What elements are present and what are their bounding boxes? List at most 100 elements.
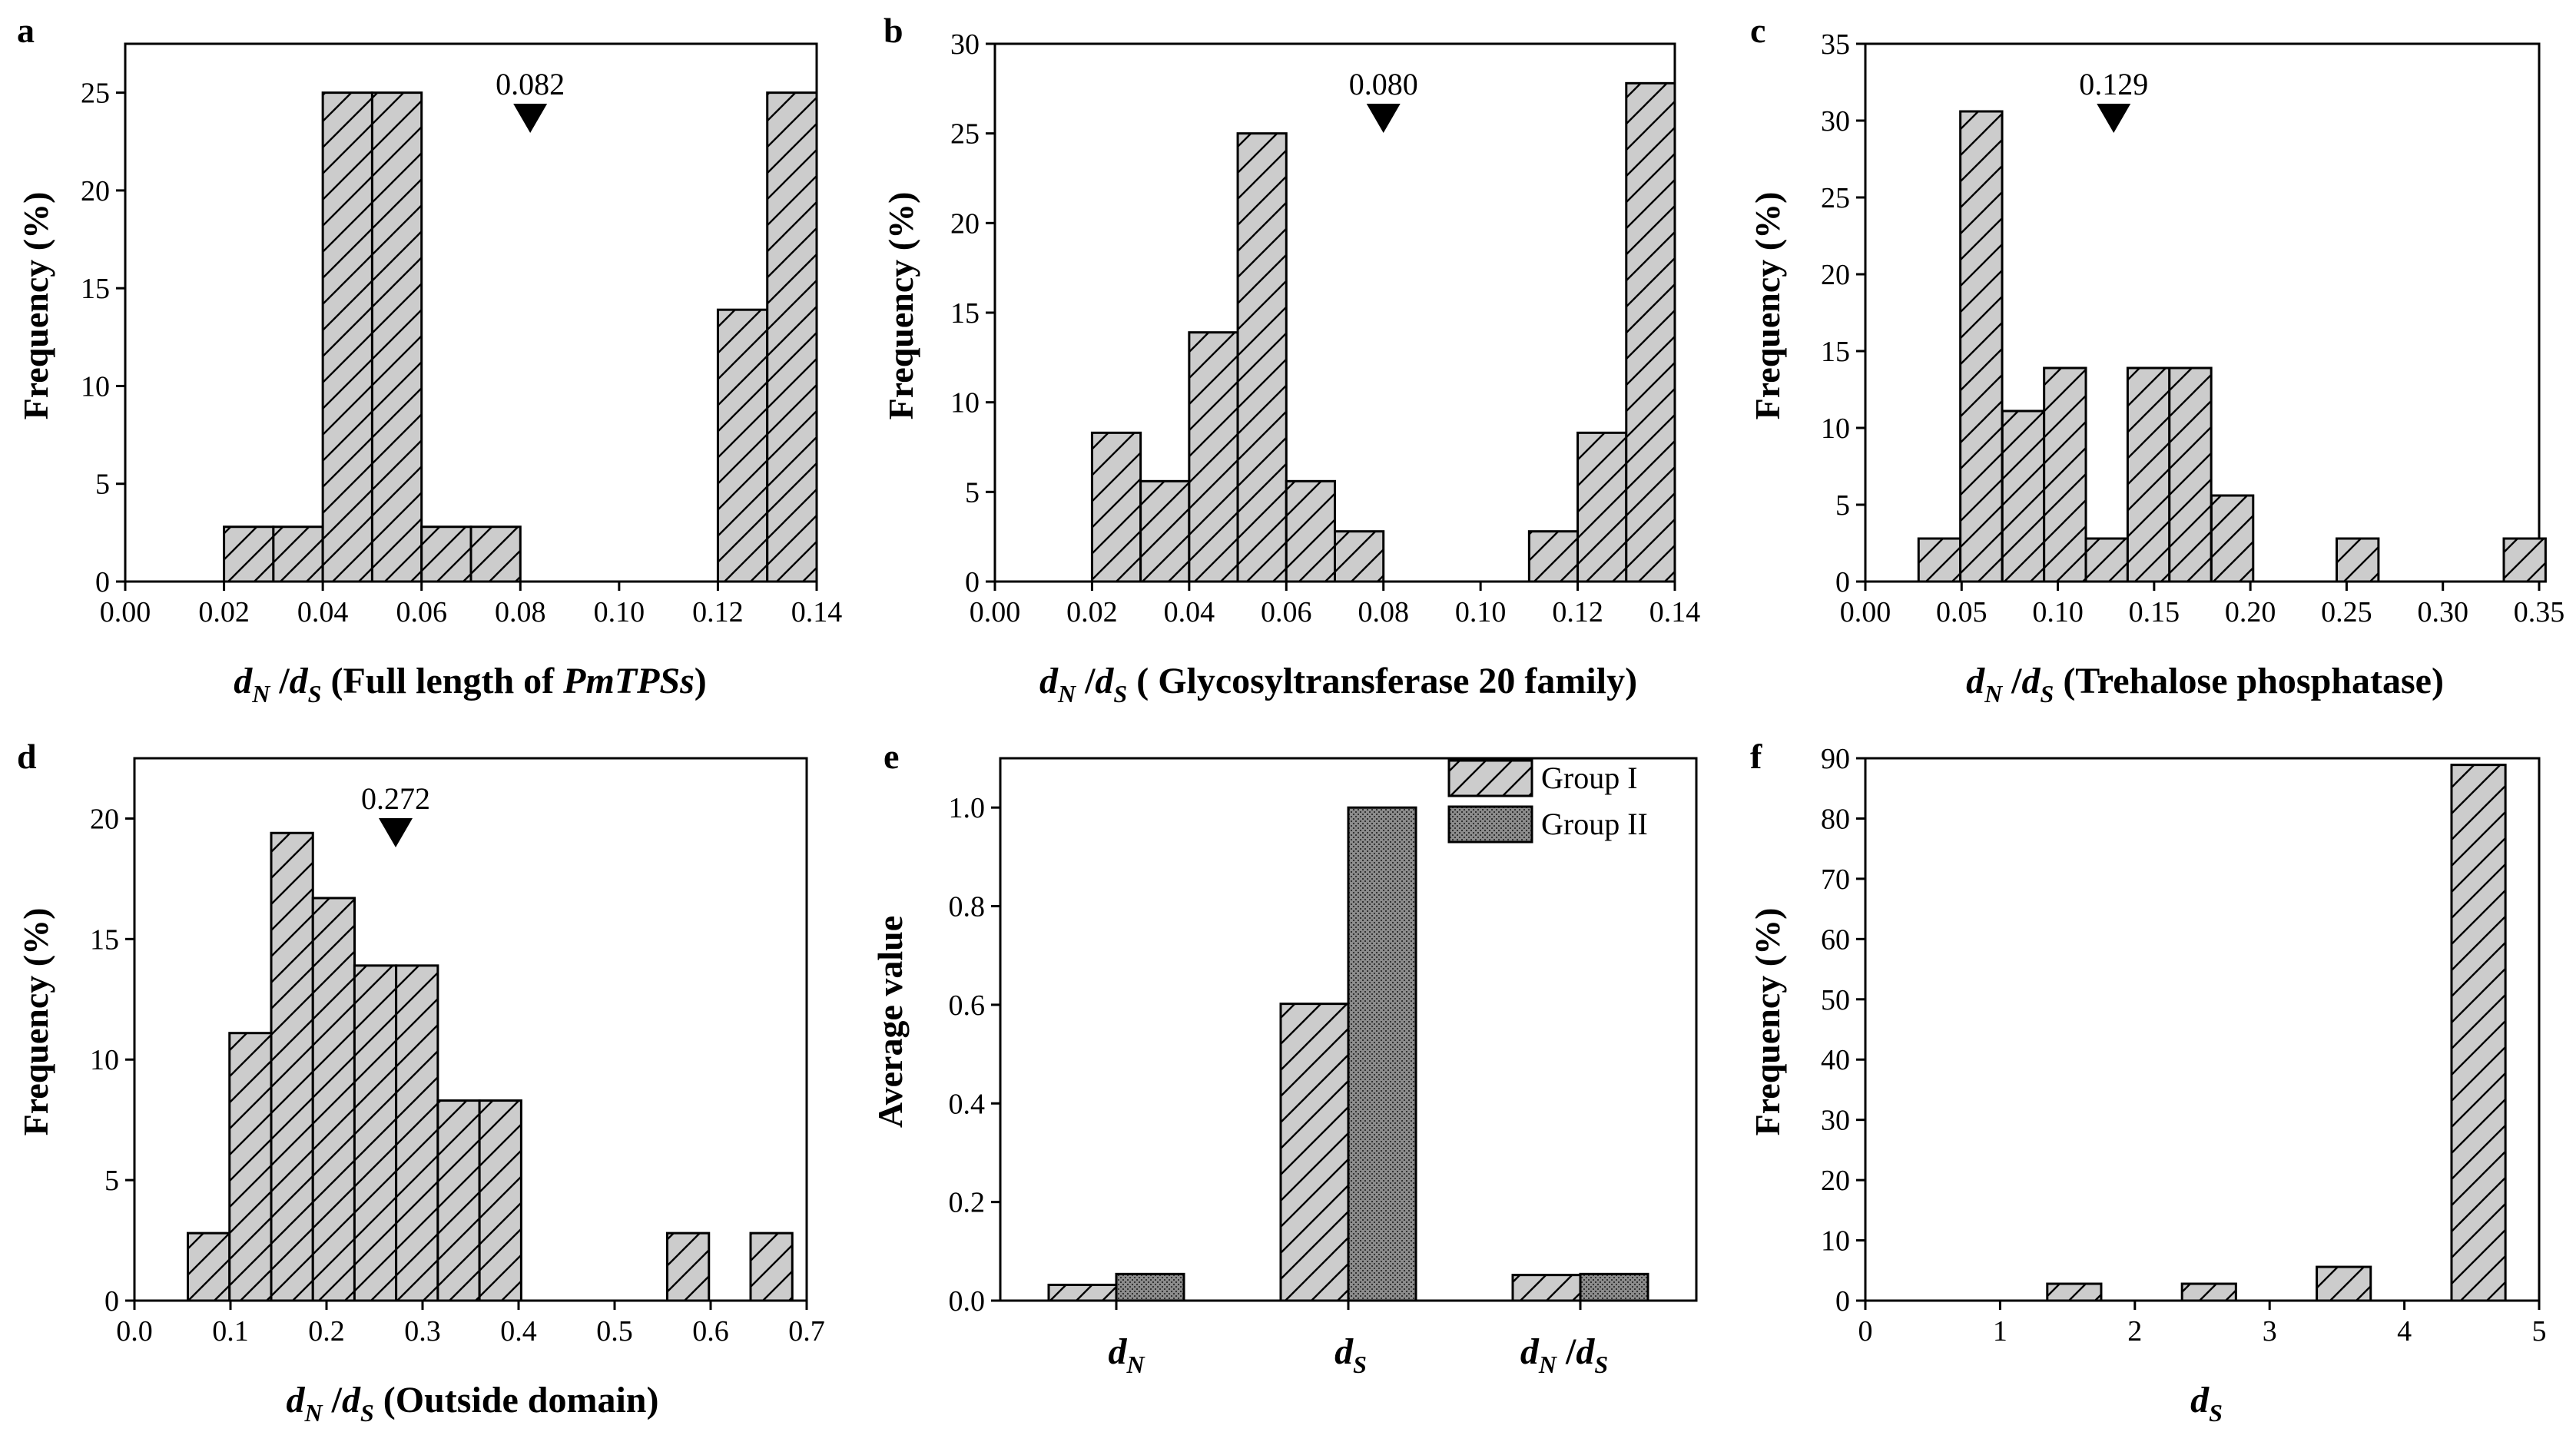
- panel-letter-f: f: [1750, 737, 1762, 776]
- bar-group-2: [1347, 806, 1417, 1302]
- x-tick-label-b: 0.02: [1066, 596, 1118, 628]
- panel-c: 0 5 10 15 20 25 30 35 0.00 0.05 0.10 0.15 0.20 0.25 0.…: [1821, 28, 2564, 628]
- y-tick-label-b: 5: [965, 476, 980, 509]
- y-tick-label-b: 0: [965, 566, 980, 598]
- legend: Group I Group II: [1447, 759, 1648, 844]
- mean-marker-d: [379, 818, 413, 847]
- mean-label-d: 0.272: [361, 781, 430, 816]
- histogram-bar-c: [1917, 537, 1962, 583]
- x-tick-label-d: 0.7: [788, 1315, 825, 1347]
- y-tick-label-f: 60: [1821, 923, 1850, 956]
- x-tick-label-a: 0.14: [791, 596, 843, 628]
- histogram-bar-d: [187, 1231, 231, 1302]
- x-tick-label-a: 0.08: [495, 596, 546, 628]
- histogram-bar-c: [2126, 366, 2171, 583]
- x-tick-label-b: 0.04: [1164, 596, 1215, 628]
- histogram-bar-b: [1334, 530, 1385, 583]
- y-tick-label-e: 0.4: [949, 1088, 986, 1120]
- y-tick-label-c: 5: [1835, 489, 1850, 522]
- y-axis-label-e: Average value: [870, 916, 910, 1128]
- y-tick-label-a: 0: [95, 566, 110, 598]
- panel-letter-c: c: [1750, 11, 1765, 50]
- x-tick-label-d: 0.3: [404, 1315, 441, 1347]
- x-tick-label-d: 0.4: [500, 1315, 537, 1347]
- y-tick-label-b: 25: [950, 118, 980, 151]
- y-tick-label-e: 0.6: [949, 989, 986, 1022]
- y-tick-label-e: 1.0: [949, 792, 986, 824]
- histogram-bar-a: [420, 525, 472, 583]
- panel-letter-a: a: [17, 11, 35, 50]
- bar-group-2: [1115, 1272, 1185, 1302]
- y-tick-label-c: 15: [1821, 336, 1850, 368]
- histogram-bar-b: [1090, 431, 1142, 583]
- x-tick-label-f: 5: [2532, 1315, 2547, 1347]
- x-tick-label-b: 0.10: [1455, 596, 1507, 628]
- y-axis-label-c: Frequency (%): [1748, 192, 1787, 420]
- x-tick-label-a: 0.02: [198, 596, 250, 628]
- histogram-bar-c: [2043, 366, 2087, 583]
- bar-group-1: [1511, 1274, 1582, 1302]
- y-tick-label-a: 25: [81, 78, 110, 110]
- histogram-bar-b: [1139, 479, 1191, 583]
- histogram-bar-d: [311, 897, 356, 1302]
- x-tick-label-f: 0: [1858, 1315, 1873, 1347]
- x-tick-label-c: 0.30: [2417, 596, 2468, 628]
- panel-letter-e: e: [884, 737, 899, 776]
- histogram-bar-a: [766, 91, 818, 583]
- histogram-bar-c: [2084, 537, 2129, 583]
- y-tick-label-f: 70: [1821, 864, 1850, 896]
- histogram-bar-c: [2502, 537, 2547, 583]
- x-tick-label-c: 0.25: [2321, 596, 2372, 628]
- x-tick-label-b: 0.14: [1649, 596, 1701, 628]
- y-tick-label-f: 50: [1821, 984, 1850, 1016]
- panel-letter-b: b: [884, 11, 903, 50]
- histogram-bar-d: [436, 1099, 481, 1302]
- y-tick-label-d: 20: [90, 803, 119, 835]
- histogram-bar-c: [2168, 366, 2213, 583]
- panel-letter-d: d: [17, 737, 37, 776]
- mean-label-a: 0.082: [496, 67, 565, 101]
- y-tick-label-c: 25: [1821, 182, 1850, 214]
- y-tick-label-c: 20: [1821, 259, 1850, 291]
- histogram-bar-a: [716, 308, 769, 583]
- mean-marker-a: [513, 104, 548, 133]
- x-tick-label-a: 0.04: [297, 596, 349, 628]
- mean-marker-b: [1366, 104, 1401, 133]
- y-tick-label-c: 30: [1821, 105, 1850, 138]
- y-axis-label-a: Frequency (%): [16, 192, 55, 420]
- histogram-bar-d: [478, 1099, 522, 1302]
- histogram-bar-a: [370, 91, 423, 583]
- y-axis-label-b: Frequency (%): [881, 192, 920, 420]
- y-tick-label-e: 0.8: [949, 891, 986, 923]
- histogram-bar-b: [1527, 530, 1580, 583]
- y-tick-label-f: 80: [1821, 803, 1850, 835]
- mean-marker-c: [2097, 104, 2131, 133]
- histogram-bar-b: [1236, 132, 1288, 583]
- x-tick-label-d: 0.0: [116, 1315, 153, 1347]
- x-tick-label-f: 1: [1993, 1315, 2007, 1347]
- y-tick-label-b: 15: [950, 297, 980, 330]
- x-tick-label-b: 0.06: [1261, 596, 1312, 628]
- histogram-bar-c: [2001, 409, 2046, 583]
- histogram-bar-f: [2316, 1265, 2372, 1302]
- x-tick-label-b: 0.12: [1552, 596, 1603, 628]
- y-tick-label-c: 35: [1821, 28, 1850, 61]
- y-tick-label-a: 15: [81, 273, 110, 305]
- x-tick-label-c: 0.00: [1840, 596, 1891, 628]
- histogram-bar-f: [2046, 1282, 2103, 1302]
- x-tick-label-c: 0.05: [1936, 596, 1988, 628]
- x-axis-label-d: dN /dS (Outside domain): [287, 1380, 659, 1427]
- y-tick-label-d: 10: [90, 1044, 119, 1076]
- y-tick-label-f: 10: [1821, 1225, 1850, 1258]
- plot-frame-a: [124, 42, 818, 583]
- y-tick-label-d: 0: [104, 1285, 119, 1318]
- bar-group-1: [1047, 1283, 1118, 1302]
- y-tick-label-e: 0.2: [949, 1187, 986, 1219]
- x-tick-label-c: 0.20: [2225, 596, 2276, 628]
- legend-swatch-group-2: [1447, 805, 1533, 844]
- histogram-bar-b: [1576, 431, 1628, 583]
- y-tick-label-b: 30: [950, 28, 980, 61]
- x-tick-label-a: 0.00: [100, 596, 151, 628]
- legend-label-group-1: Group I: [1541, 761, 1638, 795]
